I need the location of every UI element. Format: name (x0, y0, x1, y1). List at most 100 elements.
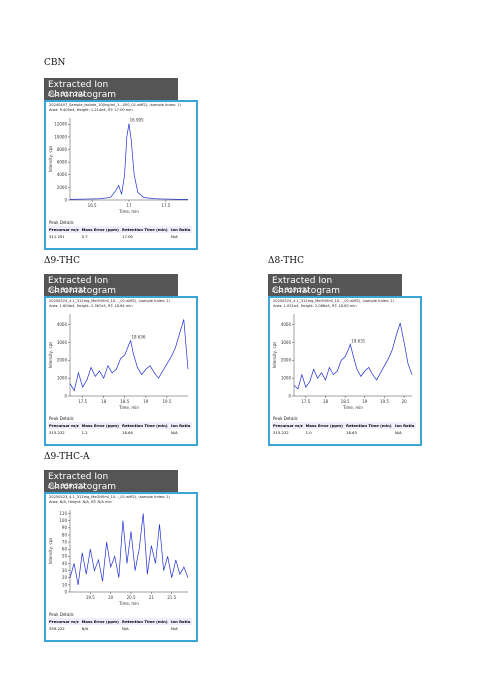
y-tick-label: 40 (62, 561, 68, 566)
y-tick-label: 90 (62, 525, 68, 530)
info-line: 20250523_4-1_312mg_MeOH5ml_10..._01.wiff… (49, 299, 171, 303)
details-table: Precursor m/z Mass Error (ppm) Retention T… (272, 422, 416, 436)
table-cell: 311.201 (49, 234, 65, 239)
trace (293, 322, 413, 390)
table-header-cell: Ion Ratio (170, 422, 192, 429)
y-tick-label: 2000 (57, 358, 68, 363)
table-header-cell: Mass Error (ppm) (304, 422, 346, 429)
x-tick-label: 17.5 (301, 399, 310, 404)
table-header-cell: Retention Time (min) (121, 618, 171, 625)
x-axis-label: Time, min (118, 601, 139, 606)
y-tick-label: 2000 (281, 358, 292, 363)
table-header-cell: Precursor m/z (48, 422, 81, 429)
chromatogram: 0 1000 2000 3000 4000 17.5 18 18.5 19 19.5 20 Time,… (272, 314, 413, 410)
x-axis-label: Time, min (342, 405, 363, 410)
y-tick-label: 0 (64, 197, 67, 202)
y-tick-label: 10000 (54, 134, 67, 139)
y-axis-label: Intensity, cps (48, 146, 53, 173)
table-cell: 18.63 (346, 430, 357, 435)
panel: Extracted Ion Chromatogram m/z 311.201 202… (44, 78, 198, 250)
panel-title: Extracted Ion Chromatogram (48, 472, 117, 492)
trace (69, 123, 188, 200)
panel-header: Extracted Ion Chromatogram m/z 315.232 (44, 274, 178, 296)
y-tick-label: 3000 (57, 340, 68, 345)
table-cell: 315.232 (49, 430, 65, 435)
mz-label: m/z 359.222 (48, 483, 86, 490)
mz-label: m/z 315.232 (272, 287, 310, 294)
x-tick-label: 19 (362, 399, 368, 404)
table-header-cell: Precursor m/z (272, 422, 305, 429)
x-tick-label: 19.5 (162, 399, 171, 404)
y-tick-label: 4000 (57, 172, 68, 177)
x-tick-label: 17.5 (161, 203, 170, 208)
y-tick-label: 50 (62, 554, 68, 559)
section-heading: Δ8-THC (268, 256, 305, 266)
peak-details: Peak Details (49, 220, 74, 225)
table-header: Precursor m/z Mass Error (ppm) Retention T… (48, 422, 192, 429)
y-tick-label: 10 (62, 582, 68, 587)
table-row: 359.222 N/A N/A N/A (48, 625, 192, 632)
panel-box: 20250523_4-1_312mg_MeOH5ml_10..._01.wiff… (268, 296, 422, 446)
table-header-cell: Mass Error (ppm) (80, 422, 122, 429)
y-tick-label: 4000 (281, 322, 292, 327)
table-header: Precursor m/z Mass Error (ppm) Retention T… (48, 618, 192, 625)
peak-details: Peak Details (49, 612, 74, 617)
panel: Extracted Ion Chromatogram m/z 315.232 202… (268, 274, 422, 446)
panel: Extracted Ion Chromatogram m/z 315.232 202… (44, 274, 198, 446)
y-tick-label: 4000 (57, 322, 68, 327)
info-line: Area: 1.051e4, Height: 2.086e3, RT: 18.6… (273, 304, 357, 308)
table-cell: N/A (171, 234, 178, 239)
y-axis-label: Intensity, cps (48, 538, 53, 565)
table-header-cell: Precursor m/z (48, 618, 81, 625)
table-header-cell: Retention Time (min) (121, 226, 171, 233)
peak-label: 18.631 (351, 338, 365, 343)
peak-label: 18.636 (132, 335, 146, 340)
mz-label: m/z 311.201 (48, 91, 86, 98)
table-header-cell: Ion Ratio (394, 422, 416, 429)
mz-label: m/z 315.232 (48, 287, 86, 294)
table-row: 315.232 1.2 18.64 N/A (48, 429, 192, 436)
trace (69, 513, 189, 585)
peak-details: Peak Details (49, 416, 74, 421)
section-heading: Δ9-THC (44, 256, 81, 266)
table-row: 315.232 1.0 18.63 N/A (272, 429, 416, 436)
panel-title: Extracted Ion Chromatogram (48, 80, 117, 100)
table-header: Precursor m/z Mass Error (ppm) Retention T… (48, 226, 192, 233)
x-tick-label: 19.5 (380, 399, 389, 404)
table-header-cell: Retention Time (min) (121, 422, 171, 429)
x-tick-label: 18 (323, 399, 329, 404)
chromatogram: 0 2000 4000 6000 8000 10000 12000 16.5 17 17.5 Tim… (48, 118, 188, 214)
table-header-cell: Retention Time (min) (345, 422, 395, 429)
section-heading: Δ9-THC-A (44, 452, 90, 462)
table-cell: N/A (171, 430, 178, 435)
y-tick-label: 20 (62, 575, 68, 580)
x-axis-label: Time, min (118, 209, 139, 214)
trace (69, 319, 189, 392)
y-tick-label: 8000 (57, 147, 68, 152)
y-tick-label: 0 (64, 589, 67, 594)
table-header-cell: Mass Error (ppm) (80, 618, 122, 625)
chromatogram: 0 1000 2000 3000 4000 17.5 18 18.5 19 19.5 Time, m… (48, 314, 189, 410)
y-tick-label: 1000 (281, 376, 292, 381)
y-tick-label: 110 (59, 511, 67, 516)
x-tick-label: 18.5 (120, 399, 129, 404)
table-header-cell: Ion Ratio (170, 226, 192, 233)
y-tick-label: 2000 (57, 185, 68, 190)
y-tick-label: 100 (59, 518, 67, 523)
table-cell: 1.2 (81, 430, 88, 435)
x-tick-label: 20 (108, 595, 114, 600)
details-table: Precursor m/z Mass Error (ppm) Retention T… (48, 226, 192, 240)
info-line: 20250523_4-1_312mg_MeOH5ml_10..._01.wiff… (49, 495, 171, 499)
table-cell: N/A (122, 626, 129, 631)
details-table: Precursor m/z Mass Error (ppm) Retention T… (48, 618, 192, 632)
y-tick-label: 0 (288, 393, 291, 398)
panel-title: Extracted Ion Chromatogram (48, 276, 117, 296)
x-tick-label: 18.5 (341, 399, 350, 404)
y-tick-label: 3000 (281, 340, 292, 345)
panel-box: 20240407_Sample_Isolate_100ng/ml_1...050… (44, 100, 198, 250)
panel-title: Extracted Ion Chromatogram (272, 276, 341, 296)
table-cell: N/A (395, 430, 402, 435)
y-axis-label: Intensity, cps (272, 342, 277, 369)
info-line: Area: 1.604e4, Height: 2.367e3, RT: 18.6… (49, 304, 133, 308)
info-line: Area: N/A, Height: N/A, RT: N/A min (49, 500, 112, 504)
